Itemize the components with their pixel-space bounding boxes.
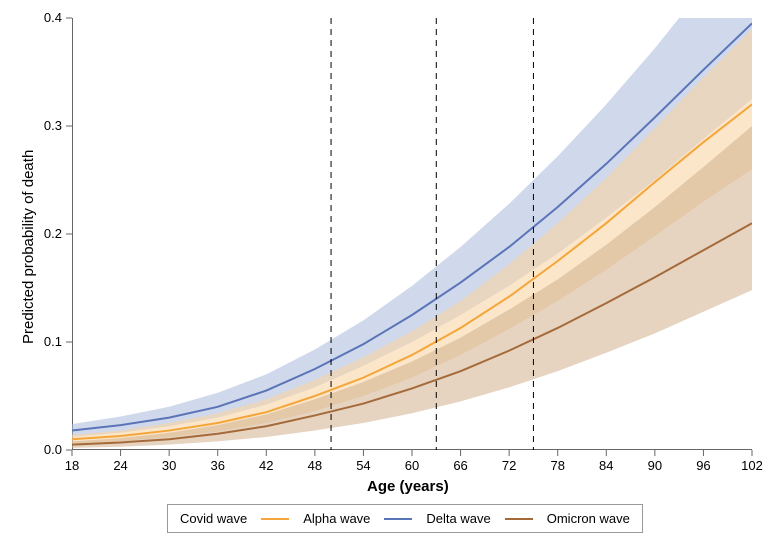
legend: Covid wave Alpha wave Delta wave Omicron…: [167, 504, 643, 533]
y-tick-label: 0.1: [44, 334, 62, 349]
x-tick-label: 36: [206, 458, 230, 473]
y-tick-label: 0.4: [44, 10, 62, 25]
legend-swatch-delta: [384, 518, 412, 520]
x-tick-label: 24: [109, 458, 133, 473]
x-tick-label: 18: [60, 458, 84, 473]
x-tick-label: 96: [691, 458, 715, 473]
x-tick-label: 30: [157, 458, 181, 473]
y-tick-label: 0.2: [44, 226, 62, 241]
x-tick-label: 60: [400, 458, 424, 473]
y-tick-label: 0.3: [44, 118, 62, 133]
x-tick-label: 78: [546, 458, 570, 473]
legend-label-omicron: Omicron wave: [547, 511, 630, 526]
legend-swatch-alpha: [261, 518, 289, 520]
legend-label-delta: Delta wave: [426, 511, 490, 526]
x-tick-label: 48: [303, 458, 327, 473]
legend-swatch-omicron: [505, 518, 533, 520]
y-tick-label: 0.0: [44, 442, 62, 457]
x-tick-label: 90: [643, 458, 667, 473]
x-tick-label: 42: [254, 458, 278, 473]
x-tick-label: 102: [740, 458, 764, 473]
y-axis-title: Predicted probability of death: [20, 150, 37, 344]
legend-title: Covid wave: [180, 511, 247, 526]
x-tick-label: 84: [594, 458, 618, 473]
x-tick-label: 72: [497, 458, 521, 473]
x-tick-label: 66: [449, 458, 473, 473]
legend-label-alpha: Alpha wave: [303, 511, 370, 526]
x-tick-label: 54: [351, 458, 375, 473]
x-axis-title: Age (years): [367, 478, 449, 495]
